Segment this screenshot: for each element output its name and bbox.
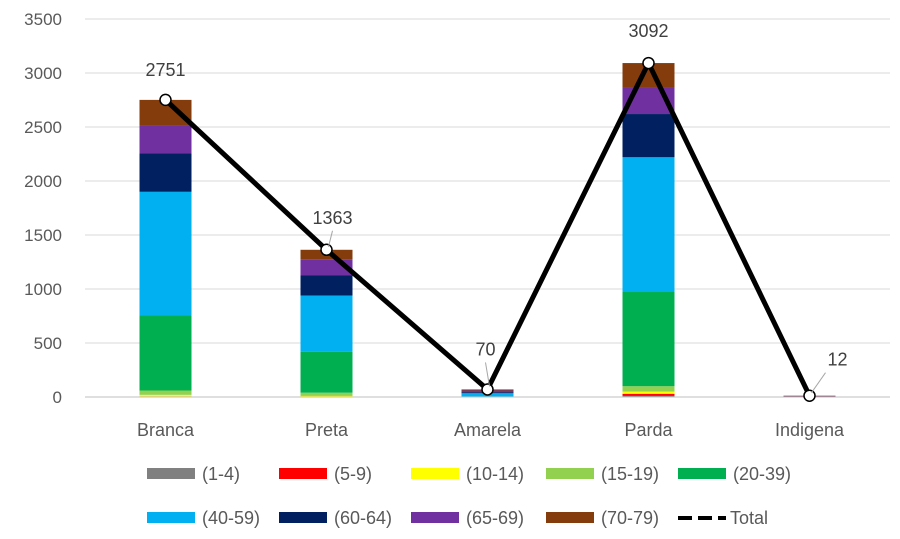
legend-item: (60-64)	[279, 508, 392, 528]
legend-swatch	[147, 468, 195, 479]
legend-label: (10-14)	[466, 464, 524, 484]
total-data-label: 1363	[312, 208, 352, 228]
legend-label: (15-19)	[601, 464, 659, 484]
legend-swatch	[678, 468, 726, 479]
bar-segment	[300, 395, 353, 397]
total-data-label: 12	[827, 350, 847, 370]
legend-label: (65-69)	[466, 508, 524, 528]
label-leader-line	[328, 230, 333, 247]
bar-segment	[622, 386, 675, 392]
y-tick-label: 500	[34, 334, 62, 353]
legend-swatch	[147, 512, 195, 523]
bar-segment	[622, 291, 675, 387]
y-tick-label: 1000	[24, 280, 62, 299]
bar-segment	[622, 157, 675, 292]
legend-item: (20-39)	[678, 464, 791, 484]
bar-segment	[622, 63, 675, 88]
legend-label: Total	[730, 508, 768, 528]
x-axis: Branca Preta Amarela Parda Indigena	[85, 396, 890, 440]
total-data-label: 3092	[628, 21, 668, 41]
bar-segment	[300, 351, 353, 393]
legend-label: (1-4)	[202, 464, 240, 484]
y-tick-label: 3000	[24, 64, 62, 83]
bar-segment	[622, 114, 675, 158]
legend-label: (20-39)	[733, 464, 791, 484]
y-tick-label: 0	[53, 388, 62, 407]
legend-swatch	[279, 512, 327, 523]
legend-swatch	[411, 468, 459, 479]
total-point	[642, 56, 655, 70]
total-point	[481, 383, 494, 396]
x-tick-label: Indigena	[775, 420, 845, 440]
x-tick-label: Parda	[624, 420, 673, 440]
grid-lines	[85, 18, 890, 344]
legend-label: (40-59)	[202, 508, 260, 528]
legend-swatch	[411, 512, 459, 523]
total-point	[159, 93, 172, 107]
y-tick-label: 1500	[24, 226, 62, 245]
legend-swatch	[546, 468, 594, 479]
bar-segment	[622, 393, 675, 396]
y-tick-label: 2500	[24, 118, 62, 137]
bar-segment	[300, 295, 353, 352]
legend-item: (70-79)	[546, 508, 659, 528]
bar-segment	[139, 125, 192, 154]
y-tick-label: 3500	[24, 10, 62, 29]
total-line	[159, 56, 816, 402]
x-tick-label: Amarela	[454, 420, 522, 440]
bar-segment	[139, 153, 192, 192]
legend-item: (40-59)	[147, 508, 260, 528]
legend-item: (10-14)	[411, 464, 524, 484]
legend-item: (65-69)	[411, 508, 524, 528]
y-tick-label: 2000	[24, 172, 62, 191]
legend: (1-4) (5-9) (10-14) (15-19) (20-39) (40-59) (6…	[147, 464, 791, 528]
total-data-label: 70	[475, 339, 495, 359]
legend-item: (15-19)	[546, 464, 659, 484]
bar-segment	[622, 395, 675, 397]
legend-label: (60-64)	[334, 508, 392, 528]
total-point	[803, 389, 816, 402]
legend-item: (5-9)	[279, 464, 372, 484]
legend-label: (5-9)	[334, 464, 372, 484]
label-leader-line	[485, 362, 490, 387]
x-tick-label: Preta	[305, 420, 349, 440]
legend-item: (1-4)	[147, 464, 240, 484]
bar-segment	[139, 191, 192, 316]
data-labels: 2751 1363 70 3092 12	[145, 21, 848, 393]
total-point	[320, 243, 333, 257]
y-axis: 0 500 1000 1500 2000 2500 3000 3500	[24, 10, 62, 407]
bar-segment	[622, 391, 675, 394]
x-tick-label: Branca	[137, 420, 195, 440]
label-leader-line	[811, 372, 826, 393]
bar-segment	[139, 390, 192, 395]
legend-item: Total	[678, 508, 768, 528]
legend-swatch	[279, 468, 327, 479]
bar-segment	[300, 275, 353, 296]
bar-segment	[139, 315, 192, 391]
bar-segment	[139, 394, 192, 397]
bar-segment	[300, 392, 353, 396]
legend-swatch	[546, 512, 594, 523]
total-data-label: 2751	[145, 60, 185, 80]
legend-label: (70-79)	[601, 508, 659, 528]
